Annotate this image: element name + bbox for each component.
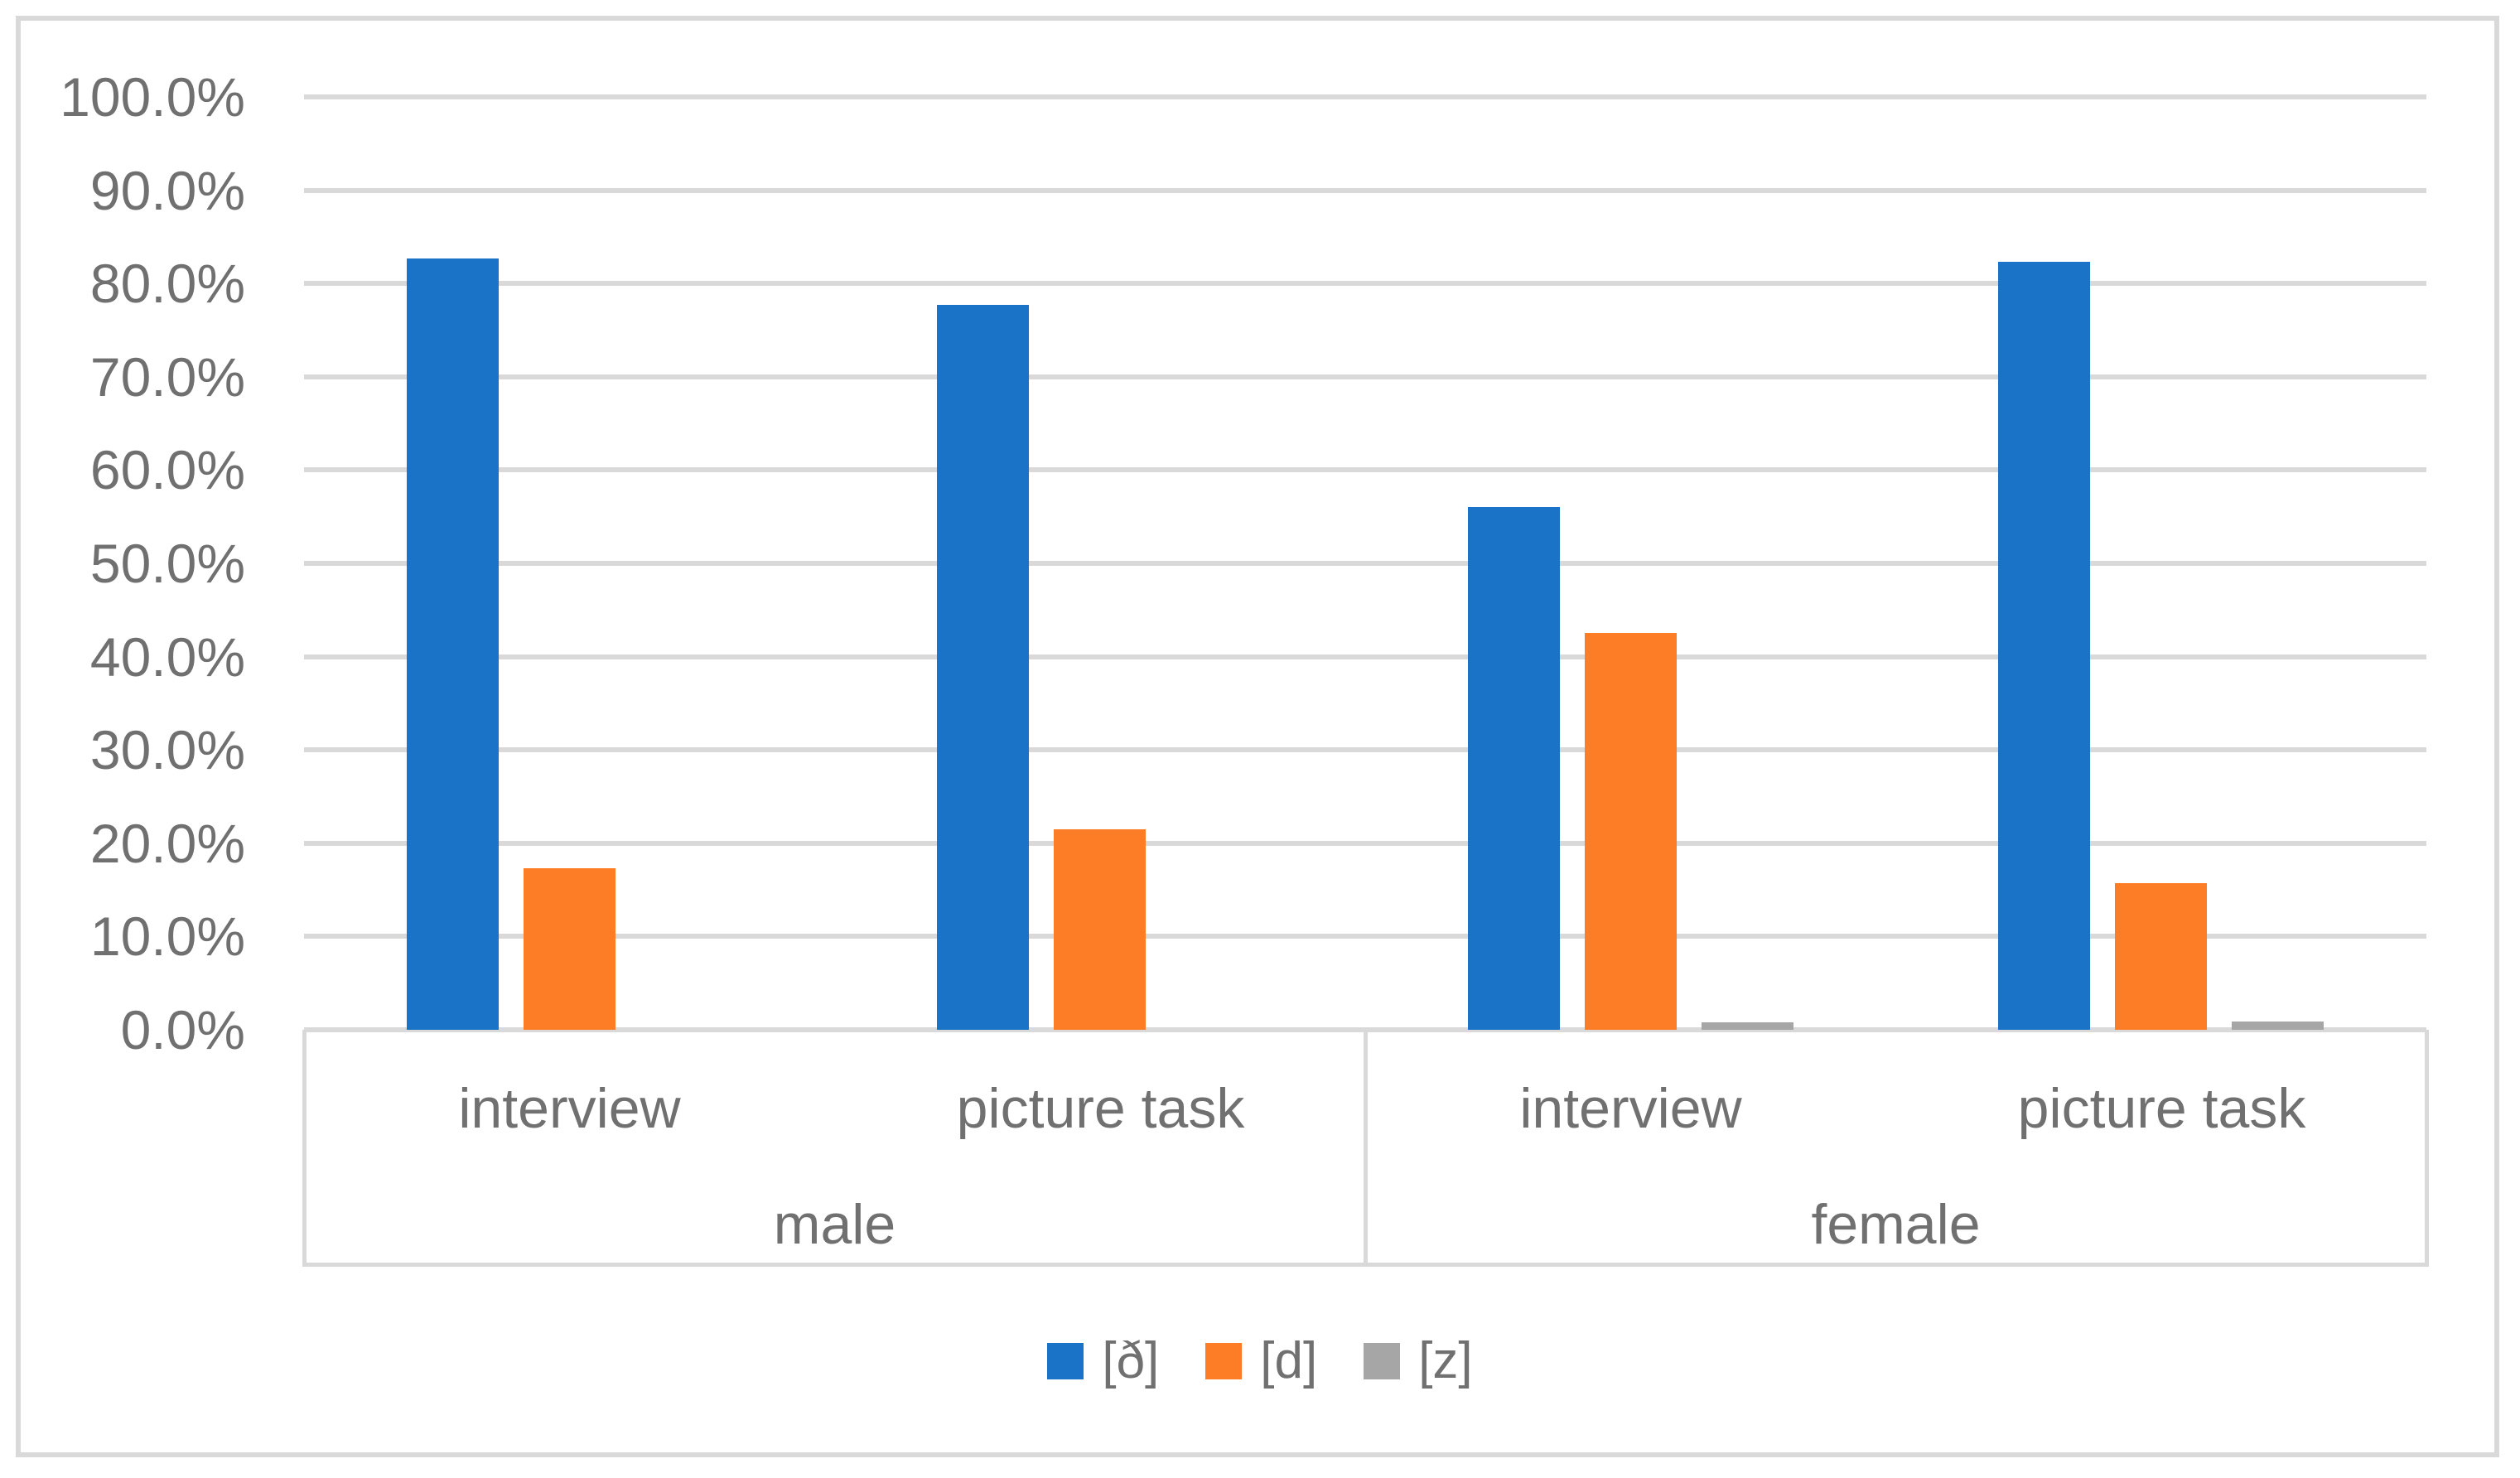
gridline-20.0%	[304, 841, 2426, 846]
category-label-picture-task-3: picture task	[2017, 1077, 2306, 1140]
legend-marker-[d]	[1205, 1343, 1243, 1379]
bar-[ð]-interview-2	[1468, 507, 1560, 1030]
legend-label-[z]: [z]	[1418, 1332, 1473, 1389]
y-axis-tick-label: 90.0%	[89, 160, 245, 221]
category-label-picture-task-1: picture task	[956, 1077, 1245, 1140]
category-label-interview-2: interview	[1519, 1077, 1742, 1140]
axis-table-vertical-separator-1	[1364, 1030, 1368, 1267]
y-axis-tick-label: 70.0%	[89, 346, 245, 408]
y-axis-tick-label: 80.0%	[89, 253, 245, 314]
y-axis-tick-label: 40.0%	[89, 626, 245, 688]
bar-[d]-picture-task-1	[1054, 829, 1146, 1030]
group-label-male: male	[773, 1193, 896, 1256]
gridline-10.0%	[304, 934, 2426, 939]
bar-[z]-interview-2	[1702, 1022, 1793, 1030]
legend-item-[ð]: [ð]	[1047, 1332, 1159, 1390]
gridline-90.0%	[304, 188, 2426, 193]
legend-label-[ð]: [ð]	[1102, 1332, 1160, 1389]
gridline-100.0%	[304, 94, 2426, 99]
axis-table-vertical-separator-2	[2425, 1030, 2429, 1267]
category-label-interview-0: interview	[458, 1077, 681, 1140]
gridline-30.0%	[304, 747, 2426, 752]
y-axis-tick-label: 100.0%	[60, 66, 245, 128]
y-axis-tick-label: 20.0%	[89, 813, 245, 874]
y-axis-tick-label: 30.0%	[89, 719, 245, 780]
y-axis-tick-label: 0.0%	[120, 999, 245, 1060]
bar-[ð]-picture-task-3	[1998, 262, 2090, 1030]
bar-[d]-interview-0	[524, 868, 616, 1030]
group-label-female: female	[1811, 1193, 1981, 1256]
legend-item-[z]: [z]	[1364, 1332, 1473, 1390]
bar-[ð]-interview-0	[407, 258, 499, 1030]
y-axis-tick-label: 10.0%	[89, 906, 245, 967]
bar-[d]-picture-task-3	[2115, 883, 2207, 1030]
y-axis-tick-label: 60.0%	[89, 439, 245, 500]
gridline-60.0%	[304, 467, 2426, 472]
gridline-80.0%	[304, 281, 2426, 286]
gridline-70.0%	[304, 374, 2426, 379]
legend-item-[d]: [d]	[1205, 1332, 1317, 1390]
gridline-40.0%	[304, 654, 2426, 659]
legend-marker-[z]	[1364, 1343, 1401, 1379]
legend-marker-[ð]	[1047, 1343, 1084, 1379]
gridline-50.0%	[304, 561, 2426, 566]
legend: [ð] [d] [z]	[0, 1316, 2520, 1407]
bar-[d]-interview-2	[1585, 633, 1677, 1030]
bar-[ð]-picture-task-1	[937, 305, 1029, 1030]
axis-table-vertical-separator-0	[302, 1030, 307, 1267]
y-axis-tick-label: 50.0%	[89, 533, 245, 594]
legend-label-[d]: [d]	[1260, 1332, 1318, 1389]
bar-[z]-picture-task-3	[2232, 1022, 2324, 1030]
